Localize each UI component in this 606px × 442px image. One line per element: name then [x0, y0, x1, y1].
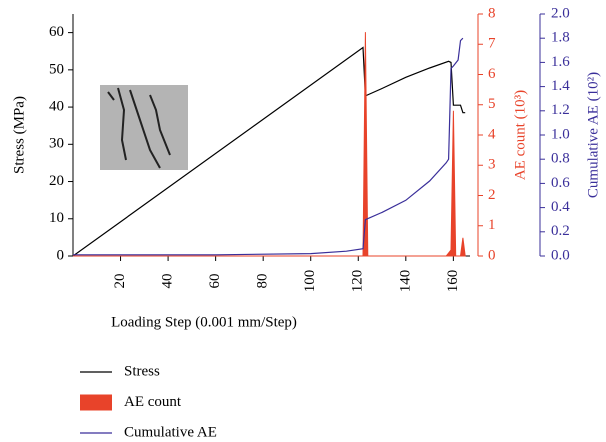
inset-image [100, 85, 188, 170]
x-tick-label: 80 [255, 274, 271, 289]
x-tick-label: 120 [350, 270, 366, 293]
y2-axis-label: AE count (10³) [512, 90, 528, 180]
y3-tick-label: 1.0 [551, 126, 570, 142]
x-tick-label: 100 [302, 270, 318, 293]
y3-tick-label: 0.2 [551, 223, 570, 239]
legend-label: Cumulative AE [124, 424, 217, 440]
y3-axis-label: Cumulative AE (10²) [585, 72, 601, 198]
y3-tick-label: 0.4 [551, 199, 570, 215]
y3-tick-label: 2.0 [551, 5, 570, 21]
area [73, 32, 466, 257]
x-axis-label: Loading Step (0.001 mm/Step) [111, 314, 297, 330]
y-tick-label: 30 [49, 136, 64, 152]
x-tick-label: 40 [160, 274, 176, 289]
y3-tick-label: 1.4 [551, 78, 570, 94]
line [73, 37, 464, 256]
y-axis-label: Stress (MPa) [11, 96, 27, 174]
y2-tick-label: 3 [488, 157, 496, 173]
x-tick-label: 140 [397, 270, 413, 293]
y2-tick-label: 5 [488, 96, 496, 112]
y3-tick-label: 1.2 [551, 102, 570, 118]
y-tick-label: 60 [49, 24, 64, 40]
y-tick-label: 40 [49, 99, 64, 115]
y-tick-label: 0 [57, 247, 65, 263]
legend-swatch [80, 394, 112, 411]
x-tick-label: 20 [112, 274, 128, 289]
y2-tick-label: 0 [488, 247, 496, 263]
x-tick-label: 60 [207, 274, 223, 289]
y2-tick-label: 2 [488, 187, 496, 203]
y-tick-label: 50 [49, 61, 64, 77]
y3-tick-label: 0.0 [551, 247, 570, 263]
y3-tick-label: 1.6 [551, 54, 570, 70]
y2-tick-label: 4 [488, 126, 496, 142]
y2-tick-label: 8 [488, 5, 496, 21]
y2-tick-label: 6 [488, 66, 496, 82]
y-tick-label: 20 [49, 173, 64, 189]
x-tick-label: 160 [445, 270, 461, 293]
y3-tick-label: 0.6 [551, 175, 570, 191]
y2-tick-label: 1 [488, 217, 496, 233]
legend-label: AE count [124, 394, 182, 410]
y3-tick-label: 0.8 [551, 151, 570, 167]
legend-label: Stress [124, 363, 160, 379]
y-tick-label: 10 [49, 210, 64, 226]
y2-tick-label: 7 [488, 36, 496, 52]
y3-tick-label: 1.8 [551, 30, 570, 46]
